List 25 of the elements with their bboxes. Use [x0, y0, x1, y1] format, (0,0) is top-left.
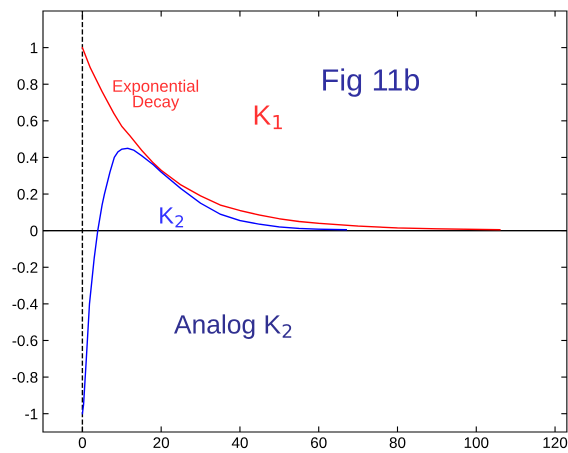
y-tick-label: -0.4 [12, 298, 38, 310]
annotation: Analog K$_{2}$ [174, 314, 292, 339]
text: K$_{1}$ [254, 106, 282, 130]
x-tick-label: 40 [232, 437, 248, 448]
y-tick-label: 0.6 [18, 116, 38, 127]
x-tick-label: 20 [153, 437, 170, 448]
y-tick-label: 0.2 [18, 188, 38, 200]
y-tick-label: -1 [25, 408, 38, 420]
y-tick-label: -0.8 [12, 372, 38, 383]
y-tick-label: 0.8 [18, 79, 38, 90]
x-tick-label: 60 [311, 437, 327, 448]
y-tick-label: 1 [30, 42, 38, 54]
annotation: Fig 11b [323, 68, 420, 97]
x-tick-label: 0 [78, 437, 86, 448]
line-series [82, 46, 501, 230]
x-tick-label: 100 [464, 437, 488, 448]
x-tick-label: 120 [543, 437, 568, 448]
line-series [82, 148, 347, 414]
y-tick-label: -0.6 [12, 335, 38, 346]
y-tick-label: 0 [30, 226, 38, 236]
y-tick-label: -0.2 [12, 262, 38, 273]
x-tick-label: 80 [390, 437, 406, 448]
annotation: Exponential Decay [113, 80, 198, 111]
series-label: K$_{2}$ [160, 207, 184, 228]
y-tick-label: 0.4 [18, 152, 38, 164]
